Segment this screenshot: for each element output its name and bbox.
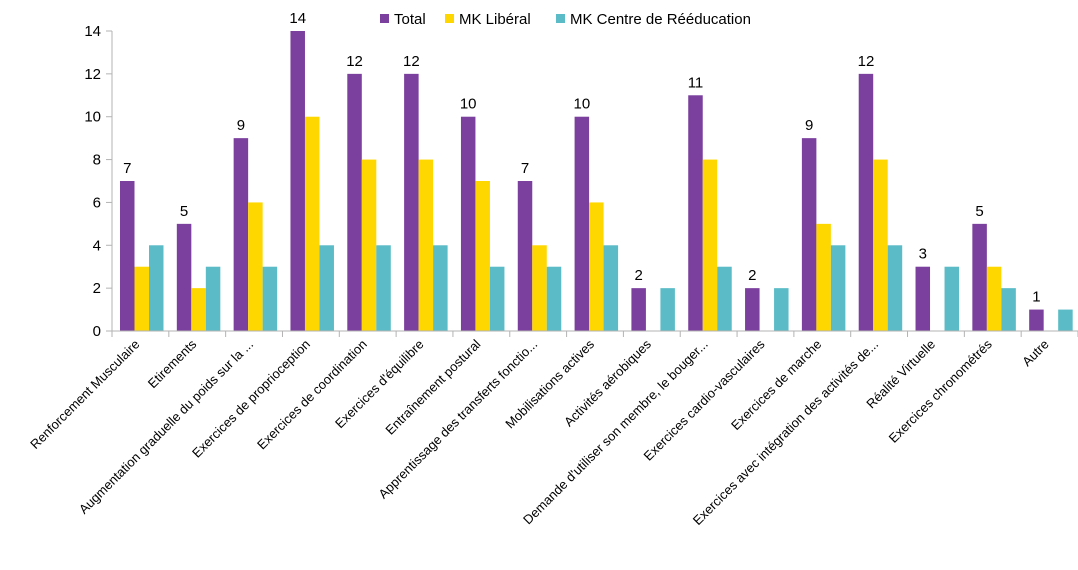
bar bbox=[873, 159, 888, 331]
x-axis: Renforcement Musculaire EtirementsAugment… bbox=[27, 330, 1078, 528]
y-tick-label: 4 bbox=[93, 237, 101, 254]
bar bbox=[319, 245, 334, 331]
data-label: 7 bbox=[521, 160, 529, 177]
data-label: 5 bbox=[180, 203, 188, 220]
data-label: 9 bbox=[805, 117, 813, 134]
y-tick-label: 12 bbox=[84, 66, 101, 83]
y-tick-label: 8 bbox=[93, 152, 101, 169]
legend-label: MK Centre de Rééducation bbox=[570, 11, 751, 28]
bars: 7 5 9 14 12 12 10 7 10 2 11 2 9 12 3 5 1 bbox=[120, 10, 1073, 332]
y-tick-label: 6 bbox=[93, 194, 101, 211]
bar bbox=[433, 245, 448, 331]
bar bbox=[801, 138, 817, 331]
data-label: 11 bbox=[688, 74, 704, 91]
bar bbox=[830, 245, 846, 331]
data-label: 2 bbox=[748, 267, 756, 284]
legend-label: MK Libéral bbox=[459, 11, 531, 28]
y-tick-label: 2 bbox=[93, 280, 101, 297]
data-label: 7 bbox=[123, 160, 131, 177]
bar bbox=[191, 288, 206, 331]
data-label: 10 bbox=[573, 96, 590, 113]
data-label: 3 bbox=[919, 246, 927, 263]
bar bbox=[702, 159, 718, 331]
bar bbox=[418, 159, 434, 331]
data-label: 5 bbox=[975, 203, 983, 220]
y-axis: 0 2 4 6 8 10 12 14 bbox=[84, 23, 113, 340]
bar bbox=[149, 245, 164, 331]
bar bbox=[631, 288, 646, 331]
x-tick-label: Entraînement postural bbox=[382, 336, 483, 437]
bar bbox=[376, 245, 391, 331]
bar bbox=[347, 73, 362, 331]
legend-swatch bbox=[445, 14, 454, 23]
bar bbox=[460, 116, 476, 331]
bar bbox=[589, 202, 604, 331]
legend-swatch bbox=[380, 14, 389, 23]
x-tick-label: Exercices cardio-vasculaires bbox=[641, 336, 768, 463]
data-label: 10 bbox=[460, 96, 477, 113]
bar bbox=[262, 266, 278, 331]
y-tick-label: 14 bbox=[84, 23, 101, 40]
bar bbox=[176, 223, 192, 331]
bar bbox=[774, 288, 789, 331]
bar bbox=[532, 245, 547, 331]
y-tick-label: 10 bbox=[84, 109, 101, 126]
bar bbox=[745, 288, 760, 331]
y-tick-label: 0 bbox=[93, 323, 101, 340]
bar bbox=[717, 266, 732, 331]
bar bbox=[688, 95, 703, 332]
x-tick-label: Exercices de coordination bbox=[254, 337, 370, 453]
bar bbox=[290, 31, 305, 331]
data-label: 14 bbox=[289, 10, 306, 27]
x-tick-label: Etirements bbox=[145, 336, 200, 391]
data-label: 12 bbox=[403, 53, 420, 70]
data-label: 12 bbox=[858, 53, 875, 70]
bar bbox=[944, 266, 960, 331]
bar bbox=[517, 181, 533, 331]
bar bbox=[1058, 309, 1073, 331]
bar bbox=[205, 266, 221, 331]
x-tick-label: Exercices chronométrés bbox=[886, 336, 996, 446]
data-label: 12 bbox=[346, 53, 363, 70]
data-label: 1 bbox=[1032, 289, 1040, 306]
bar bbox=[248, 202, 263, 331]
x-tick-label: Renforcement Musculaire bbox=[27, 337, 142, 452]
bar bbox=[1001, 288, 1016, 331]
bar bbox=[603, 245, 619, 331]
x-tick-label: Exercices de proprioception bbox=[189, 337, 313, 461]
bar bbox=[304, 116, 320, 331]
bar bbox=[233, 138, 249, 331]
bar bbox=[986, 266, 1002, 331]
bar bbox=[858, 73, 874, 331]
legend-swatch bbox=[556, 14, 565, 23]
bar bbox=[1029, 309, 1044, 331]
bar bbox=[660, 288, 675, 331]
x-tick-label: Autre bbox=[1019, 337, 1052, 370]
bar bbox=[134, 266, 149, 331]
bar bbox=[816, 223, 831, 331]
bar bbox=[120, 181, 135, 331]
bar bbox=[546, 266, 562, 331]
bar bbox=[404, 73, 419, 331]
legend-label: Total bbox=[394, 11, 426, 28]
bar bbox=[972, 223, 987, 331]
legend: Total MK Libéral MK Centre de Rééducation bbox=[380, 11, 751, 28]
bar bbox=[915, 266, 931, 331]
bar bbox=[574, 116, 590, 331]
bar bbox=[489, 266, 505, 331]
bar bbox=[361, 159, 377, 331]
bar bbox=[887, 245, 903, 331]
data-label: 2 bbox=[634, 267, 642, 284]
bar bbox=[475, 181, 490, 331]
data-label: 9 bbox=[237, 117, 245, 134]
